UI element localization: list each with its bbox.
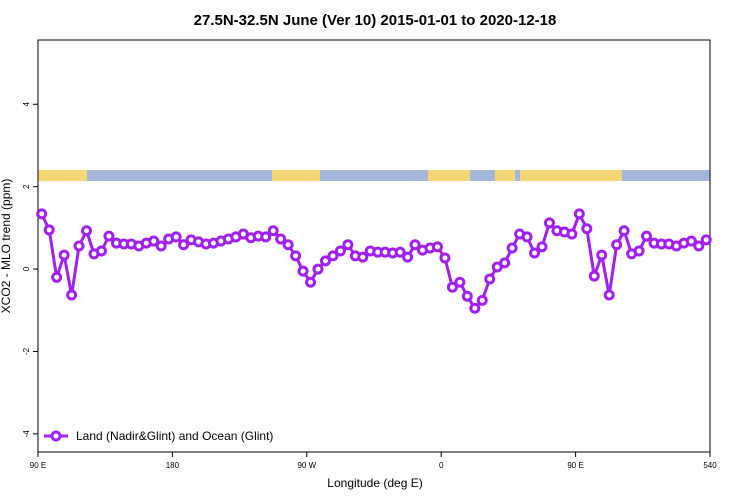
- x-tick-label: 90 E: [30, 461, 46, 470]
- point: [536, 241, 548, 253]
- point: [611, 239, 623, 251]
- point: [476, 294, 488, 306]
- x-tick-label: 0: [439, 461, 444, 470]
- y-tick-label: -4: [22, 430, 31, 438]
- point: [484, 273, 496, 285]
- plot-frame: [37, 39, 711, 453]
- point: [155, 240, 167, 252]
- y-tick-label: -2: [22, 347, 31, 355]
- point: [596, 249, 608, 261]
- point: [319, 255, 331, 267]
- point: [402, 251, 414, 263]
- point: [641, 230, 653, 242]
- point: [573, 208, 585, 220]
- x-tick-label: 540: [703, 461, 717, 470]
- y-tick-label: 0: [22, 266, 31, 271]
- point: [693, 240, 705, 252]
- point: [543, 217, 555, 229]
- y-tick-label: 4: [22, 101, 31, 106]
- point: [267, 225, 279, 237]
- point: [439, 252, 451, 264]
- legend-label: Land (Nadir&Glint) and Ocean (Glint): [76, 429, 273, 443]
- point: [43, 224, 55, 236]
- point: [342, 239, 354, 251]
- point: [170, 231, 182, 243]
- point: [633, 245, 645, 257]
- chart-title: 27.5N-32.5N June (Ver 10) 2015-01-01 to …: [194, 12, 557, 29]
- point: [36, 208, 48, 220]
- point: [357, 251, 369, 263]
- point: [394, 246, 406, 258]
- point: [409, 239, 421, 251]
- point: [506, 242, 518, 254]
- point: [327, 250, 339, 262]
- point: [148, 235, 160, 247]
- x-tick-label: 90 E: [567, 461, 583, 470]
- point: [260, 231, 272, 243]
- point: [290, 250, 302, 262]
- point: [454, 276, 466, 288]
- point: [618, 225, 630, 237]
- x-tick-label: 180: [166, 461, 180, 470]
- y-tick-label: 2: [22, 184, 31, 189]
- point: [521, 231, 533, 243]
- point: [431, 241, 443, 253]
- point: [588, 270, 600, 282]
- point: [66, 289, 78, 301]
- point: [334, 245, 346, 257]
- point: [446, 281, 458, 293]
- point: [103, 230, 115, 242]
- point: [73, 240, 85, 252]
- point: [282, 239, 294, 251]
- point: [566, 228, 578, 240]
- point: [81, 225, 93, 237]
- x-axis-label: Longitude (deg E): [327, 476, 422, 490]
- legend-marker: [50, 430, 62, 442]
- point: [305, 276, 317, 288]
- legend: Land (Nadir&Glint) and Ocean (Glint): [44, 429, 273, 443]
- point: [95, 245, 107, 257]
- point: [461, 290, 473, 302]
- point: [700, 234, 712, 246]
- x-tick-label: 90 W: [297, 461, 316, 470]
- point: [529, 247, 541, 259]
- point: [499, 257, 511, 269]
- point: [51, 271, 63, 283]
- land-ocean-strip: [38, 170, 710, 181]
- point: [581, 223, 593, 235]
- point: [469, 302, 481, 314]
- y-axis-label: XCO2 - MLO trend (ppm): [0, 179, 13, 314]
- point: [685, 235, 697, 247]
- point: [58, 249, 70, 261]
- point: [275, 233, 287, 245]
- point: [312, 263, 324, 275]
- point: [178, 239, 190, 251]
- point: [297, 265, 309, 277]
- point: [603, 289, 615, 301]
